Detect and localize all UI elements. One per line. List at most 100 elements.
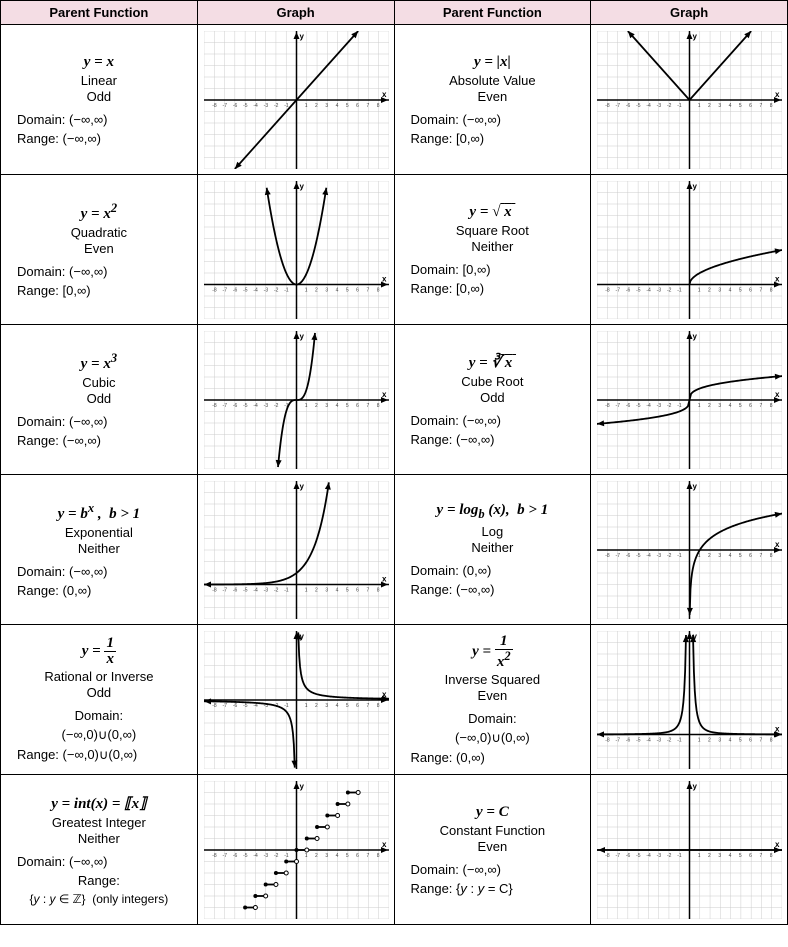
svg-text:-7: -7 [222,853,227,859]
symmetry: Odd [7,391,191,406]
svg-text:6: 6 [356,103,359,109]
function-cell: y = 1xRational or InverseOddDomain:(−∞,0… [1,625,198,775]
svg-text:-3: -3 [657,287,662,293]
range: Range: (−∞,0)∪(0,∞) [7,747,191,763]
svg-text:-5: -5 [636,553,641,559]
graph-cell: xy-8-7-6-5-4-3-2-112345678 [591,25,788,175]
svg-text:-1: -1 [677,737,682,743]
domain-value: (−∞,0)∪(0,∞) [401,730,585,746]
svg-text:7: 7 [760,853,763,859]
svg-text:-6: -6 [626,853,631,859]
function-cell: y = √ x Square RootNeitherDomain: [0,∞)R… [394,175,591,325]
svg-text:5: 5 [346,403,349,409]
table-row: y = int(x) = ⟦x⟧Greatest IntegerNeitherD… [1,775,788,925]
svg-text:-5: -5 [243,703,248,709]
svg-text:3: 3 [719,403,722,409]
svg-text:2: 2 [315,103,318,109]
svg-text:-2: -2 [667,287,672,293]
svg-text:-6: -6 [233,287,238,293]
function-name: Constant Function [401,823,585,838]
header-parent-function-1: Parent Function [1,1,198,25]
svg-text:-3: -3 [657,737,662,743]
svg-text:y: y [693,782,698,791]
svg-text:6: 6 [749,853,752,859]
svg-text:-5: -5 [636,103,641,109]
domain-label: Domain: [401,711,585,726]
svg-text:6: 6 [356,587,359,593]
function-cell: y = xLinearOddDomain: (−∞,∞)Range: (−∞,∞… [1,25,198,175]
svg-text:-3: -3 [657,553,662,559]
equation: y = ∛ x [401,353,585,372]
svg-text:-7: -7 [616,103,621,109]
range: Range: (−∞,∞) [7,131,191,146]
svg-text:-5: -5 [243,103,248,109]
svg-text:4: 4 [729,287,732,293]
svg-text:8: 8 [770,553,773,559]
svg-text:7: 7 [760,103,763,109]
svg-text:-8: -8 [212,287,217,293]
svg-text:x: x [775,274,780,283]
svg-text:6: 6 [749,103,752,109]
function-name: Quadratic [7,225,191,240]
svg-text:5: 5 [739,287,742,293]
svg-text:6: 6 [356,403,359,409]
svg-text:-8: -8 [212,587,217,593]
equation: y = x3 [7,351,191,373]
equation: y = √ x [401,204,585,221]
svg-text:x: x [775,540,780,549]
range: Range: (−∞,∞) [401,582,585,597]
svg-text:-1: -1 [677,553,682,559]
svg-text:-1: -1 [677,403,682,409]
svg-text:4: 4 [335,287,338,293]
svg-text:x: x [382,274,387,283]
svg-text:4: 4 [335,103,338,109]
svg-text:-8: -8 [212,103,217,109]
symmetry: Even [401,89,585,104]
svg-text:-5: -5 [243,587,248,593]
domain-value: (−∞,0)∪(0,∞) [7,727,191,743]
svg-text:-6: -6 [626,403,631,409]
table-row: y = x3CubicOddDomain: (−∞,∞)Range: (−∞,∞… [1,325,788,475]
function-name: Linear [7,73,191,88]
svg-text:-7: -7 [222,587,227,593]
svg-text:3: 3 [719,853,722,859]
table-row: y = 1xRational or InverseOddDomain:(−∞,0… [1,625,788,775]
svg-text:2: 2 [315,703,318,709]
svg-text:-5: -5 [243,287,248,293]
svg-text:3: 3 [719,737,722,743]
svg-text:5: 5 [346,103,349,109]
symmetry: Even [7,241,191,256]
function-name: Square Root [401,223,585,238]
svg-text:1: 1 [305,103,308,109]
svg-text:y: y [299,32,304,41]
svg-text:-2: -2 [667,853,672,859]
svg-text:7: 7 [366,853,369,859]
svg-text:-7: -7 [616,403,621,409]
svg-text:-7: -7 [222,403,227,409]
svg-text:-2: -2 [274,403,279,409]
svg-text:3: 3 [719,287,722,293]
svg-text:-8: -8 [212,853,217,859]
svg-text:-4: -4 [253,587,258,593]
svg-text:-6: -6 [626,287,631,293]
svg-text:-1: -1 [284,853,289,859]
symmetry: Odd [7,685,191,700]
symmetry: Neither [401,239,585,254]
range: Range: (0,∞) [7,583,191,598]
svg-text:4: 4 [729,103,732,109]
svg-text:-8: -8 [212,403,217,409]
svg-text:-2: -2 [667,103,672,109]
svg-text:-3: -3 [657,103,662,109]
svg-text:3: 3 [325,287,328,293]
svg-text:8: 8 [376,103,379,109]
svg-text:5: 5 [739,103,742,109]
svg-text:-7: -7 [616,737,621,743]
symmetry: Neither [7,541,191,556]
svg-text:3: 3 [719,103,722,109]
svg-text:-4: -4 [647,853,652,859]
svg-text:7: 7 [366,587,369,593]
range: Range: [0,∞) [401,281,585,296]
function-cell: y = CConstant FunctionEvenDomain: (−∞,∞)… [394,775,591,925]
svg-text:-5: -5 [243,853,248,859]
table-row: y = bx , b > 1ExponentialNeitherDomain: … [1,475,788,625]
